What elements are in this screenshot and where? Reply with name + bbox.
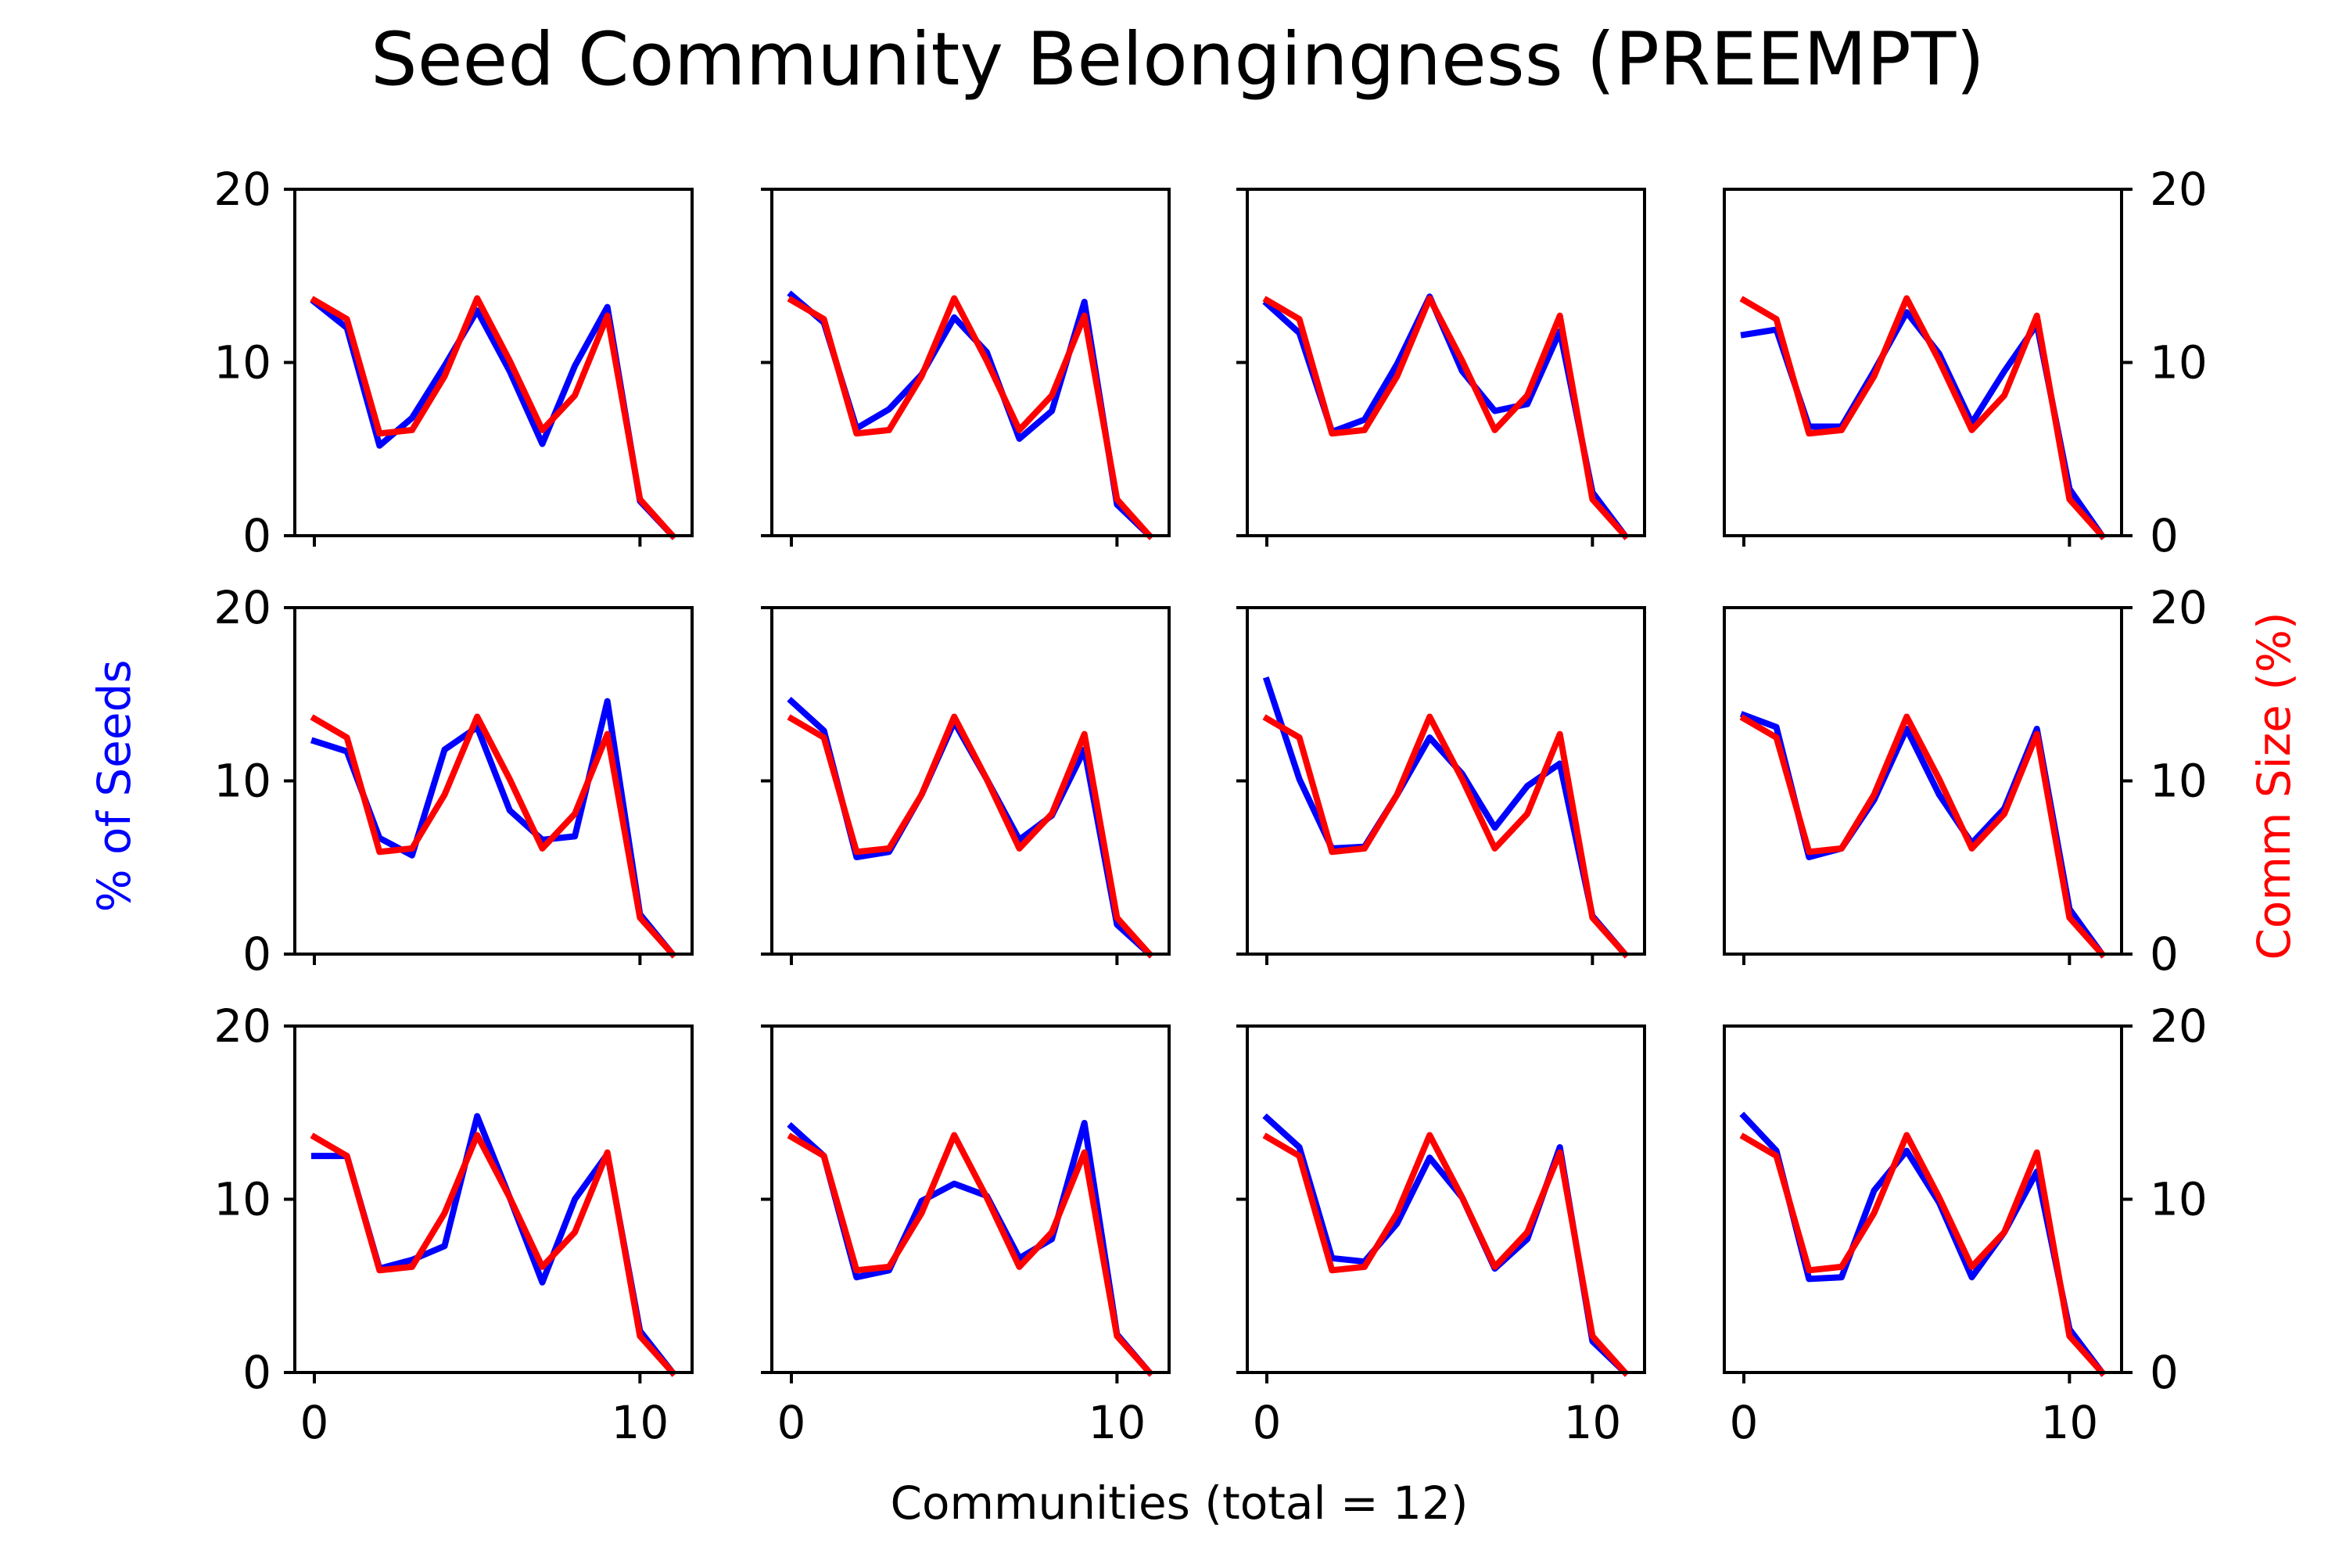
y-tick-label: 0 xyxy=(242,509,271,562)
y-axis-label-right: Comm Size (%) xyxy=(2247,612,2301,960)
x-tick-label: 0 xyxy=(300,1396,329,1449)
y-tick-label-right: 10 xyxy=(2150,755,2208,808)
x-tick-label: 10 xyxy=(1088,1396,1146,1449)
x-tick-label: 0 xyxy=(777,1396,806,1449)
x-tick-label: 10 xyxy=(611,1396,669,1449)
x-tick-label: 10 xyxy=(1563,1396,1621,1449)
y-tick-label: 10 xyxy=(213,1173,271,1226)
x-tick-label: 10 xyxy=(2040,1396,2098,1449)
y-tick-label: 20 xyxy=(213,163,271,216)
y-tick-label: 0 xyxy=(242,1346,271,1399)
x-tick-label: 0 xyxy=(1253,1396,1282,1449)
y-tick-label-right: 20 xyxy=(2150,581,2208,634)
figure-title: Seed Community Belongingness (PREEMPT) xyxy=(371,17,1985,102)
y-axis-label-left: % of Seeds xyxy=(88,659,141,912)
y-tick-label-right: 0 xyxy=(2150,509,2179,562)
x-axis-label: Communities (total = 12) xyxy=(891,1477,1469,1530)
y-tick-label: 20 xyxy=(213,999,271,1053)
y-tick-label: 10 xyxy=(213,755,271,808)
y-tick-label-right: 10 xyxy=(2150,336,2208,389)
y-tick-label-right: 20 xyxy=(2150,999,2208,1053)
y-tick-label-right: 0 xyxy=(2150,1346,2179,1399)
y-tick-label-right: 0 xyxy=(2150,928,2179,981)
y-tick-label-right: 10 xyxy=(2150,1173,2208,1226)
y-tick-label: 10 xyxy=(213,336,271,389)
y-tick-label-right: 20 xyxy=(2150,163,2208,216)
y-tick-label: 20 xyxy=(213,581,271,634)
y-tick-label: 0 xyxy=(242,928,271,981)
x-tick-label: 0 xyxy=(1730,1396,1759,1449)
